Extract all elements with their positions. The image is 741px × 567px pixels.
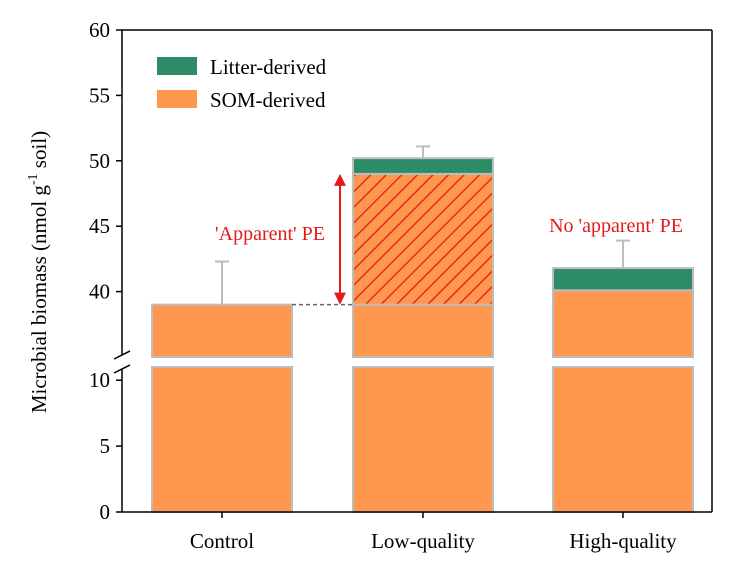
y-tick-label: 50 bbox=[89, 149, 110, 173]
bar-primed-hatch-1 bbox=[352, 172, 494, 306]
x-tick-label-2: High-quality bbox=[569, 529, 677, 553]
legend-label-1: SOM-derived bbox=[210, 88, 326, 112]
bar-som-0 bbox=[151, 303, 293, 358]
bar-som-1 bbox=[352, 303, 494, 358]
no-apparent-pe-label: No 'apparent' PE bbox=[549, 215, 683, 237]
y-tick-label: 40 bbox=[89, 280, 110, 304]
y-tick-label: 5 bbox=[100, 434, 111, 458]
bar-lower-2 bbox=[552, 366, 694, 513]
legend-label-0: Litter-derived bbox=[210, 55, 327, 79]
pe-arrow-head-down bbox=[334, 292, 346, 305]
plot-area: Control Low-quality High-quality4045505560… bbox=[26, 18, 713, 553]
axis-break-mark bbox=[113, 364, 131, 374]
y-tick-label: 55 bbox=[89, 83, 110, 107]
bar-litter-1 bbox=[352, 157, 494, 175]
x-tick-label-0: Control bbox=[190, 529, 254, 553]
y-tick-label: 45 bbox=[89, 214, 110, 238]
legend-swatch-1 bbox=[157, 90, 197, 108]
y-tick-label: 10 bbox=[89, 368, 110, 392]
bar-lower-0 bbox=[151, 366, 293, 513]
y-axis-label: Microbial biomass (nmol g-1 soil) bbox=[26, 131, 51, 413]
legend-swatch-0 bbox=[157, 57, 197, 75]
bar-litter-2 bbox=[552, 267, 694, 292]
bar-som-2 bbox=[552, 289, 694, 358]
x-tick-label-1: Low-quality bbox=[371, 529, 475, 553]
apparent-pe-label: 'Apparent' PE bbox=[215, 223, 325, 245]
y-tick-label: 60 bbox=[89, 18, 110, 42]
pe-arrow-head-up bbox=[334, 173, 346, 186]
axis-break-mark bbox=[113, 350, 131, 360]
bar-lower-1 bbox=[352, 366, 494, 513]
y-tick-label: 0 bbox=[100, 500, 111, 524]
